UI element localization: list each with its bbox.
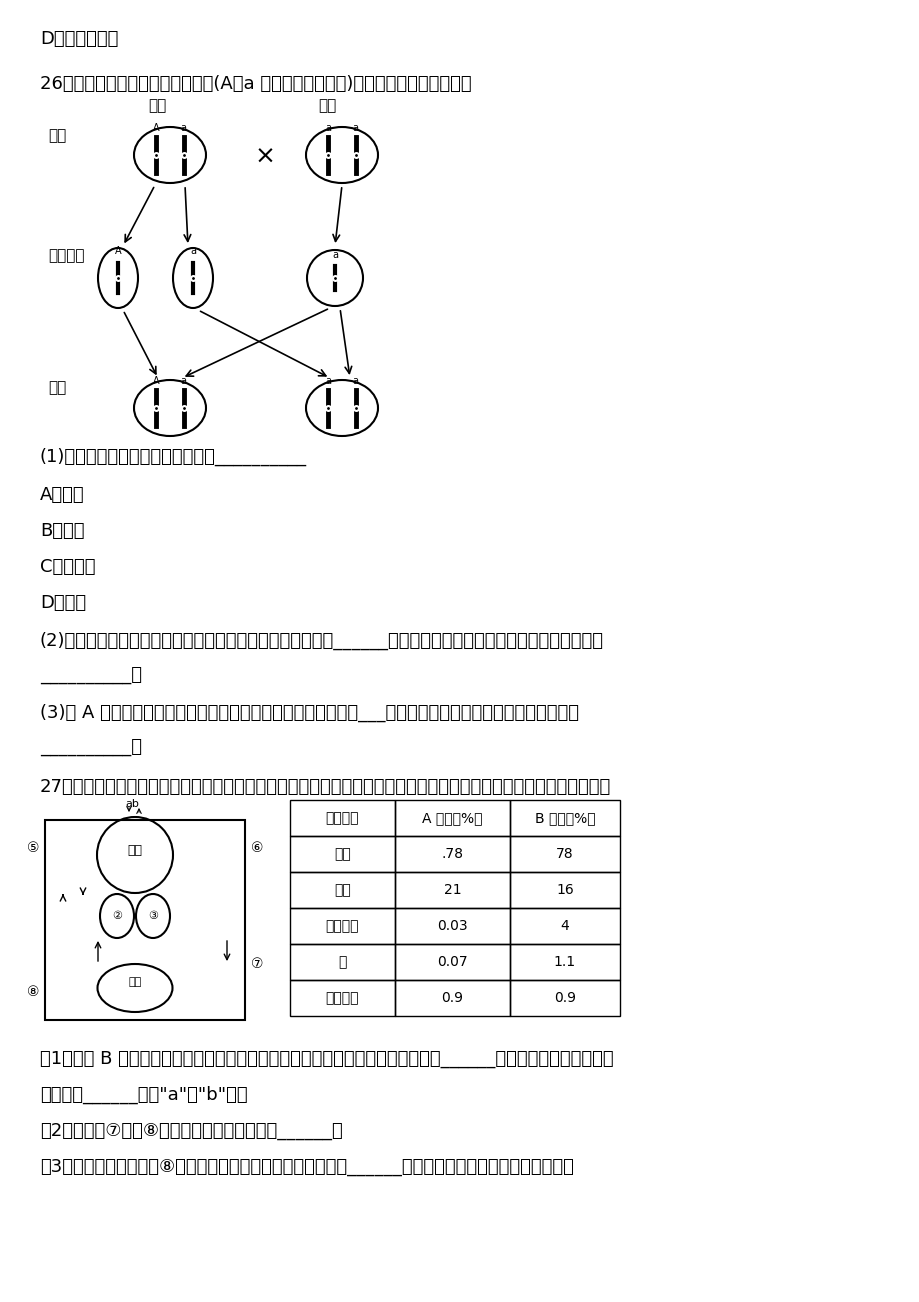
Text: a: a <box>325 122 331 133</box>
Text: （1）上表 B 气体中二氧化碳的含量明显增加，增多是二氧化碳最终来自于图中的______。图中肺泡处能够表示该: （1）上表 B 气体中二氧化碳的含量明显增加，增多是二氧化碳最终来自于图中的__… <box>40 1049 613 1068</box>
Bar <box>45 820 244 1019</box>
Text: 0.9: 0.9 <box>441 991 463 1005</box>
Bar <box>289 980 394 1016</box>
Text: ab: ab <box>125 799 139 809</box>
Bar <box>509 980 619 1016</box>
Text: 母方: 母方 <box>318 98 335 113</box>
Text: 子代: 子代 <box>48 380 66 395</box>
Text: A: A <box>153 122 160 133</box>
Text: ③: ③ <box>148 911 158 921</box>
Text: ②: ② <box>112 911 122 921</box>
Text: 其它气体: 其它气体 <box>325 991 358 1005</box>
Text: B 气体（%）: B 气体（%） <box>534 811 595 825</box>
Text: A: A <box>115 246 121 256</box>
Text: 父方: 父方 <box>148 98 166 113</box>
Bar <box>394 944 509 980</box>
Text: 0.9: 0.9 <box>553 991 575 1005</box>
Text: __________。: __________。 <box>40 667 142 684</box>
Text: ⑧: ⑧ <box>27 986 40 999</box>
Text: ×: × <box>255 145 276 169</box>
Text: D．柱头、花柱: D．柱头、花柱 <box>40 30 119 48</box>
Text: 78: 78 <box>556 848 573 861</box>
Text: 成分的是______（填"a"或"b"）。: 成分的是______（填"a"或"b"）。 <box>40 1086 247 1104</box>
Bar <box>509 907 619 944</box>
Text: 气体成分: 气体成分 <box>325 811 358 825</box>
Bar <box>289 836 394 872</box>
Text: 26、如图为人体某对染色体上基因(A、a 为染色体上的基因)的遗传图解。据图回答：: 26、如图为人体某对染色体上基因(A、a 为染色体上的基因)的遗传图解。据图回答… <box>40 76 471 92</box>
Bar <box>289 944 394 980</box>
Text: （3）餐后半小时，上图⑧内流动的血液中营养物质的含量明显______，此时，胰岛分泌的胰岛素的含量会: （3）餐后半小时，上图⑧内流动的血液中营养物质的含量明显______，此时，胰岛… <box>40 1157 573 1176</box>
Bar <box>394 836 509 872</box>
Text: D．子宫: D．子宫 <box>40 594 86 612</box>
Text: 氧气: 氧气 <box>334 883 350 897</box>
Bar <box>509 836 619 872</box>
Text: C．输精管: C．输精管 <box>40 559 96 575</box>
Bar <box>509 799 619 836</box>
Text: 0.07: 0.07 <box>437 954 467 969</box>
Bar <box>289 872 394 907</box>
Text: 组织: 组织 <box>129 976 142 987</box>
Bar <box>394 799 509 836</box>
Bar <box>289 907 394 944</box>
Text: 氮气: 氮气 <box>334 848 350 861</box>
Text: A．卵巢: A．卵巢 <box>40 486 85 504</box>
Bar <box>394 980 509 1016</box>
Text: ⑦: ⑦ <box>251 957 263 971</box>
Text: a: a <box>180 376 187 385</box>
Text: (3)若 A 为控制双眼皮的基因，则父方和母方的眼皮性状分别为___。其子代出现单眼皮、双眼皮性状的机会: (3)若 A 为控制双眼皮的基因，则父方和母方的眼皮性状分别为___。其子代出现… <box>40 704 578 723</box>
Bar <box>289 799 394 836</box>
Text: ⑤: ⑤ <box>27 841 40 855</box>
Text: 0.03: 0.03 <box>437 919 467 934</box>
Text: 21: 21 <box>443 883 460 897</box>
Text: .78: .78 <box>441 848 463 861</box>
Text: 4: 4 <box>560 919 569 934</box>
Text: (2)从图中可看出生殖细胞中的染色体数目为亲代体细胞中的______。，子代体细胞中的染色体数目与亲代体细胞: (2)从图中可看出生殖细胞中的染色体数目为亲代体细胞中的______。，子代体细… <box>40 631 604 650</box>
Bar <box>509 944 619 980</box>
Text: ⑥: ⑥ <box>251 841 263 855</box>
Text: 1.1: 1.1 <box>553 954 575 969</box>
Text: （2）血液从⑦流到⑧后，血液中尿素的含量会______。: （2）血液从⑦流到⑧后，血液中尿素的含量会______。 <box>40 1122 343 1141</box>
Text: 亲代: 亲代 <box>48 128 66 143</box>
Text: a: a <box>325 376 331 385</box>
Text: 水: 水 <box>338 954 346 969</box>
Text: 16: 16 <box>555 883 573 897</box>
Bar <box>509 872 619 907</box>
Text: a: a <box>352 376 358 385</box>
Text: a: a <box>180 122 187 133</box>
Text: a: a <box>352 122 358 133</box>
Text: 肺泡: 肺泡 <box>128 845 142 858</box>
Text: 生殖细胞: 生殖细胞 <box>48 247 85 263</box>
Text: A: A <box>153 376 160 385</box>
Text: 27、下表表示人体吸气和呼气时各气体成分的含量；图为人体血液循环示意图，根据下表及图示提供的信息回答问题：: 27、下表表示人体吸气和呼气时各气体成分的含量；图为人体血液循环示意图，根据下表… <box>40 779 610 796</box>
Bar <box>394 872 509 907</box>
Bar <box>394 907 509 944</box>
Text: (1)父方形成生殖细胞的过程发生在__________: (1)父方形成生殖细胞的过程发生在__________ <box>40 448 307 466</box>
Text: A 气体（%）: A 气体（%） <box>422 811 482 825</box>
Text: __________。: __________。 <box>40 738 142 756</box>
Text: a: a <box>332 250 337 260</box>
Text: a: a <box>190 246 196 256</box>
Text: B．精巢: B．精巢 <box>40 522 85 540</box>
Text: 二氧化碳: 二氧化碳 <box>325 919 358 934</box>
